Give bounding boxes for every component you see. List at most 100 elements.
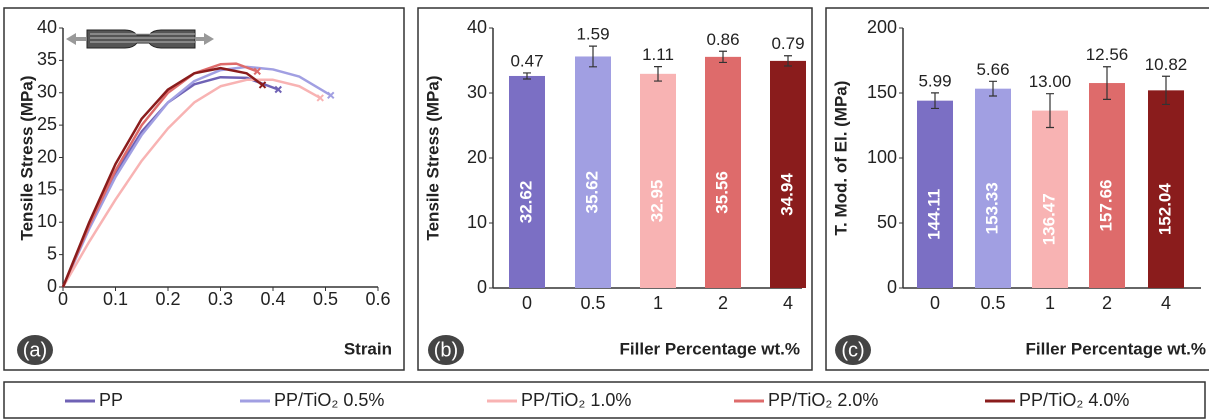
bar (705, 56, 741, 288)
x-tick-label: 0.1 (103, 289, 128, 309)
y-tick-label: 50 (877, 212, 897, 232)
y-tick-label: 30 (37, 82, 57, 102)
value-label: 144.11 (924, 189, 943, 240)
error-label: 12.56 (1086, 45, 1129, 64)
error-label: 1.11 (642, 45, 674, 64)
panel-label: (c) (841, 339, 864, 361)
y-axis-label: Tensile Stress (MPa) (17, 75, 36, 240)
error-bar (1103, 66, 1111, 100)
x-tick-label: 0.5 (313, 289, 338, 309)
bar (640, 73, 676, 288)
legend-label: PP/TiO₂ 0.5% (274, 390, 384, 410)
x-tick-label: 0 (58, 289, 68, 309)
error-bar (523, 72, 531, 80)
badge-shape (428, 335, 464, 365)
end-marker (274, 85, 282, 94)
x-tick-label: 4 (783, 293, 793, 313)
y-tick-label: 0 (47, 276, 57, 296)
bar (1148, 90, 1184, 289)
x-tick-label: 0.6 (365, 289, 390, 309)
error-label: 0.47 (510, 51, 543, 70)
badge-shape (17, 335, 53, 365)
x-axis-label: Filler Percentage wt.% (620, 339, 800, 358)
legend-label: PP/TiO₂ 1.0% (521, 390, 631, 410)
line (61, 66, 264, 288)
panel-badge: (c) (835, 335, 871, 365)
error-bar (784, 55, 792, 67)
error-label: 13.00 (1029, 72, 1072, 91)
y-tick-label: 20 (37, 146, 57, 166)
panel-label: (a) (23, 339, 47, 361)
error-label: 5.66 (976, 60, 1009, 79)
line (61, 65, 332, 288)
y-tick-label: 0 (477, 277, 487, 297)
panel-label: (b) (434, 339, 458, 361)
y-tick-label: 200 (867, 17, 897, 37)
x-tick-label: 0.2 (155, 289, 180, 309)
x-tick-label: 2 (718, 293, 728, 313)
x-tick-label: 0.4 (260, 289, 285, 309)
legend-label: PP/TiO₂ 2.0% (768, 390, 878, 410)
y-tick-label: 0 (887, 277, 897, 297)
panel-badge: (a) (17, 335, 53, 365)
error-bar (589, 45, 597, 68)
bar (509, 75, 545, 288)
y-tick-label: 100 (867, 147, 897, 167)
specimen-icon (66, 29, 214, 49)
end-marker (258, 81, 267, 89)
x-tick-label: 4 (1161, 293, 1171, 313)
panel-frame (3, 7, 405, 371)
y-tick-label: 5 (47, 243, 57, 263)
value-label: 35.62 (582, 171, 601, 214)
error-label: 1.59 (576, 25, 609, 44)
x-tick-label: 0 (930, 293, 940, 313)
bar (975, 88, 1011, 289)
x-tick-label: 2 (1102, 293, 1112, 313)
error-label: 10.82 (1145, 55, 1188, 74)
error-bar (931, 92, 939, 110)
line (61, 75, 279, 288)
value-label: 157.66 (1096, 180, 1115, 232)
x-tick-label: 0.5 (980, 293, 1005, 313)
value-label: 32.62 (516, 181, 535, 224)
end-marker (316, 94, 324, 102)
line (61, 62, 258, 288)
legend-frame (3, 381, 1206, 419)
y-tick-label: 40 (467, 17, 487, 37)
x-axis-label: Filler Percentage wt.% (1026, 339, 1206, 358)
y-tick-label: 20 (467, 147, 487, 167)
y-axis-label: Tensile Stress (MPa) (423, 75, 442, 240)
panel-frame (825, 7, 1209, 371)
value-label: 32.95 (647, 180, 666, 223)
value-label: 136.47 (1039, 193, 1058, 245)
x-tick-label: 1 (653, 293, 663, 313)
y-tick-label: 25 (37, 114, 57, 134)
end-marker (253, 67, 261, 76)
x-axis-label: Strain (344, 339, 392, 358)
bar (770, 60, 806, 288)
x-tick-label: 0 (522, 293, 532, 313)
y-axis-label: T. Mod. of El. (MPa) (831, 81, 850, 236)
x-tick-label: 1 (1045, 293, 1055, 313)
y-tick-label: 40 (37, 17, 57, 37)
badge-shape (835, 335, 871, 365)
y-tick-label: 150 (867, 82, 897, 102)
value-label: 153.33 (982, 182, 1001, 234)
y-tick-label: 30 (467, 82, 487, 102)
error-bar (989, 80, 997, 97)
line (61, 78, 321, 288)
bar (917, 100, 953, 288)
x-tick-label: 0.5 (580, 293, 605, 313)
value-label: 152.04 (1155, 183, 1174, 236)
bar (575, 56, 611, 288)
end-marker (327, 91, 335, 100)
panel-badge: (b) (428, 335, 464, 365)
legend-label: PP (99, 390, 123, 410)
x-tick-label: 0.3 (208, 289, 233, 309)
bar (1032, 110, 1068, 289)
error-bar (1046, 93, 1054, 129)
y-tick-label: 15 (37, 179, 57, 199)
y-tick-label: 35 (37, 49, 57, 69)
y-tick-label: 10 (37, 211, 57, 231)
